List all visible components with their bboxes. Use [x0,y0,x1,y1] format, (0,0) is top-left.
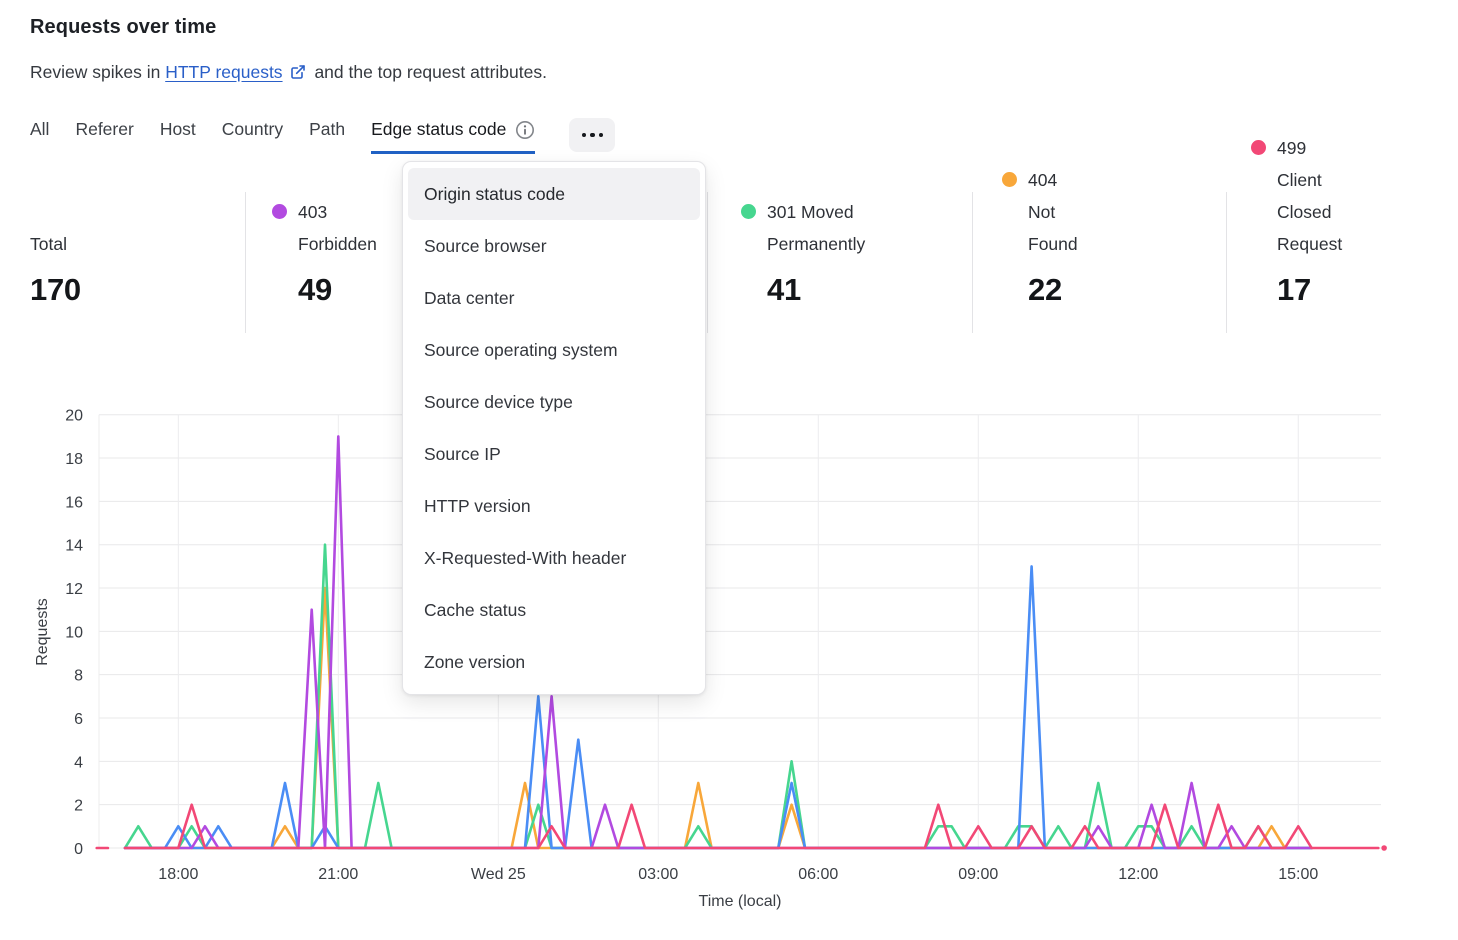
y-tick-label-16: 16 [65,494,83,511]
x-tick-label-09-00: 09:00 [958,866,998,883]
stat-label-row: 403 Forbidden [272,196,377,260]
subtitle-suffix: and the top request attributes. [314,62,547,82]
legend-dot-499-client-closed-request [1251,140,1266,155]
stat-value: 17 [1277,272,1311,307]
y-tick-label-0: 0 [74,841,83,858]
legend-dot-403-forbidden [272,204,287,219]
more-options-button[interactable] [569,118,616,152]
tab-label: All [30,119,50,139]
stat-value: 49 [298,272,332,307]
tab-path[interactable]: Path [309,119,345,154]
stat-label: 404 Not Found [1028,170,1078,254]
stat-label: 301 Moved Permanently [767,202,866,254]
x-tick-label-15-00: 15:00 [1278,866,1318,883]
series-499-client-closed-request-line [123,803,1380,850]
http-requests-link[interactable]: HTTP requests [165,62,283,82]
x-axis-title: Time (local) [699,893,782,910]
external-link-icon [290,64,306,85]
ellipsis-icon [590,132,595,138]
y-axis-title: Requests [34,598,51,666]
dimension-dropdown-menu: Origin status code Source browser Data cen… [402,161,706,695]
x-tick-label-18-00: 18:00 [158,866,198,883]
x-tick-label-06-00: 06:00 [798,866,838,883]
tab-country[interactable]: Country [222,119,283,154]
tab-label: Path [309,119,346,139]
y-tick-label-8: 8 [74,668,83,685]
tab-referer[interactable]: Referer [75,119,133,154]
dropdown-item-zone-version[interactable]: Zone version [424,652,526,672]
dropdown-item-http-version[interactable]: HTTP version [424,496,531,516]
stat-label: 499 Client Closed Request [1277,138,1343,254]
x-tick-label-12-00: 12:00 [1118,866,1158,883]
x-tick-label-03-00: 03:00 [638,866,678,883]
series-301-moved-permanently-line [123,543,1313,850]
stats-divider [245,192,246,333]
tab-all[interactable]: All [30,119,49,154]
tab-label: Country [221,119,284,139]
subtitle-prefix: Review spikes in [30,62,161,82]
stat-label-row: 404 Not Found [1002,164,1078,260]
y-tick-label-2: 2 [74,798,83,815]
stats-divider [1226,192,1227,333]
series-blue-unlabeled-line [123,565,1313,850]
stat-value: 22 [1028,272,1062,307]
y-tick-label-20: 20 [65,408,83,425]
dropdown-item-data-center[interactable]: Data center [424,288,515,308]
page-title: Requests over time [30,16,217,38]
x-tick-label-wed-25: Wed 25 [471,866,526,883]
y-tick-label-4: 4 [74,754,83,771]
legend-dot-404-not-found [1002,172,1017,187]
stat-label-row: 499 Client Closed Request [1251,132,1342,260]
page-subtitle: Review spikes in HTTP requests and the t… [30,62,547,85]
dropdown-item-x-requested-with-header[interactable]: X-Requested-With header [424,548,627,568]
requests-over-time-chart: 0 2 4 6 8 10 12 14 16 18 20 18:00 21:00 Wed 25 03:00 06… [34,408,1387,910]
stat-label: 403 Forbidden [298,202,377,254]
dropdown-item-source-browser[interactable]: Source browser [424,236,547,256]
y-tick-label-14: 14 [65,538,83,555]
stat-value: 41 [767,272,801,307]
ellipsis-icon [581,132,587,138]
ellipsis-icon [598,132,604,138]
dropdown-item-source-device-type[interactable]: Source device type [424,392,573,412]
dropdown-item-source-operating-system[interactable]: Source operating system [424,340,618,360]
y-tick-label-10: 10 [65,624,83,641]
stat-label-row: 301 Moved Permanently [741,196,865,260]
stat-label: Total [30,234,67,254]
series-403-forbidden-line [123,435,1313,850]
stat-label-row: Total [30,228,67,260]
dropdown-item-source-ip[interactable]: Source IP [424,444,501,464]
legend-dot-301-moved-permanently [741,204,756,219]
x-tick-label-21-00: 21:00 [318,866,358,883]
tab-label: Host [159,119,196,139]
stat-value: 170 [30,272,81,307]
series-499-client-closed-request-end-dot [1381,845,1387,851]
y-tick-label-6: 6 [74,711,83,728]
tab-edge-status-code[interactable]: Edge status code [371,119,536,154]
y-tick-label-12: 12 [65,581,83,598]
dropdown-item-cache-status[interactable]: Cache status [424,600,527,620]
stats-divider [972,192,973,333]
dimension-tabs: All Referer Host Country Path Edge status cod… [30,118,616,154]
tab-label: Edge status code [371,119,507,139]
stats-divider [707,192,708,333]
dropdown-item-origin-status-code[interactable]: Origin status code [408,168,700,220]
y-tick-label-18: 18 [65,451,83,468]
tab-label: Referer [75,119,134,139]
tab-host[interactable]: Host [160,119,196,154]
info-icon[interactable] [515,120,535,140]
